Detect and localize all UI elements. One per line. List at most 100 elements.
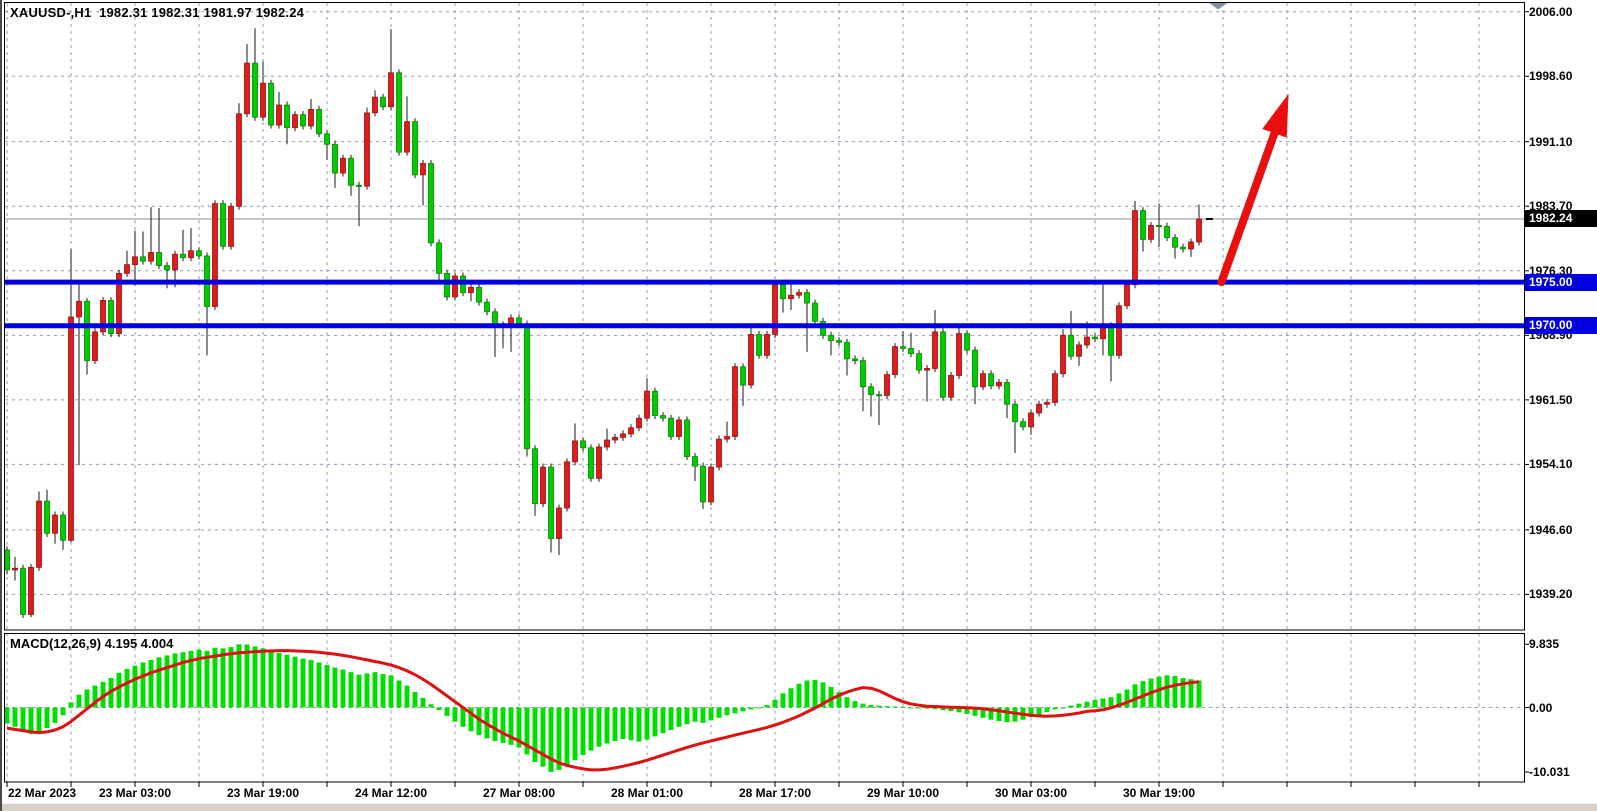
candle — [532, 448, 538, 505]
macd-histogram-bar — [444, 707, 450, 716]
macd-histogram-bar — [748, 707, 754, 710]
macd-histogram-bar — [1100, 698, 1106, 708]
macd-histogram-bar — [612, 707, 618, 741]
macd-histogram-bar — [132, 665, 138, 708]
candle — [132, 256, 138, 266]
candle — [948, 375, 954, 398]
candle — [172, 253, 178, 271]
macd-histogram-bar — [348, 672, 354, 708]
macd-histogram-bar — [916, 707, 922, 709]
macd-histogram-bar — [300, 658, 306, 708]
macd-signal-line — [6, 649, 1200, 772]
candle — [828, 334, 834, 341]
macd-histogram-bar — [884, 706, 890, 708]
trend-arrow-shaft[interactable] — [1217, 123, 1281, 287]
candle — [84, 300, 90, 362]
candle — [484, 301, 490, 313]
macd-histogram-bar — [1132, 684, 1138, 708]
candle — [1156, 225, 1162, 228]
candle — [692, 456, 698, 467]
candle — [124, 264, 130, 274]
candle — [1180, 246, 1186, 250]
candle — [772, 284, 778, 335]
candle — [44, 500, 50, 534]
macd-histogram-bar — [972, 707, 978, 716]
candle — [380, 96, 386, 108]
candle — [108, 300, 114, 334]
macd-histogram-bar — [636, 707, 642, 742]
macd-histogram-bar — [1172, 675, 1178, 708]
candle — [1052, 373, 1058, 403]
macd-histogram-bar — [1068, 705, 1074, 708]
candle — [236, 113, 242, 207]
macd-histogram-bar — [364, 673, 370, 708]
candle — [668, 417, 674, 437]
macd-histogram-bar — [1084, 701, 1090, 708]
last-close-tick — [1206, 217, 1213, 220]
candle — [652, 390, 658, 416]
trend-arrow-head[interactable] — [1262, 93, 1289, 138]
candle — [68, 316, 74, 541]
candle — [804, 292, 810, 304]
macd-histogram-bar — [860, 703, 866, 708]
price-axis[interactable] — [1525, 3, 1597, 783]
macd-histogram-bar — [588, 707, 594, 751]
candle — [964, 333, 970, 351]
macd-pane[interactable] — [5, 634, 1524, 782]
macd-histogram-bar — [956, 707, 962, 713]
main-chart-pane[interactable] — [5, 3, 1524, 630]
macd-histogram-bar — [412, 692, 418, 708]
candle — [852, 358, 858, 362]
macd-histogram-bar — [156, 657, 162, 708]
macd-histogram-bar — [1164, 675, 1170, 708]
candle — [276, 104, 282, 126]
macd-histogram-bar — [1180, 677, 1186, 708]
macd-histogram-bar — [892, 706, 898, 708]
time-axis[interactable] — [5, 783, 1524, 803]
candle — [20, 567, 26, 615]
macd-histogram-bar — [20, 707, 26, 731]
macd-histogram-bar — [100, 681, 106, 708]
candle — [812, 302, 818, 322]
macd-histogram-bar — [532, 707, 538, 763]
macd-histogram-bar — [524, 707, 530, 755]
candle — [548, 466, 554, 539]
candle — [1036, 403, 1042, 414]
macd-histogram-bar — [516, 707, 522, 748]
candle — [100, 300, 106, 333]
macd-histogram-bar — [596, 707, 602, 747]
macd-histogram-bar — [980, 707, 986, 718]
macd-histogram-bar — [836, 692, 842, 708]
scroll-to-end-marker[interactable] — [1209, 3, 1228, 10]
macd-histogram-bar — [84, 689, 90, 708]
candle — [468, 286, 474, 293]
macd-histogram-bar — [308, 659, 314, 708]
macd-histogram-bar — [116, 672, 122, 708]
macd-histogram-bar — [372, 672, 378, 708]
candle — [820, 320, 826, 336]
candle — [940, 331, 946, 398]
macd-histogram-bar — [732, 707, 738, 714]
macd-histogram-bar — [236, 644, 242, 708]
macd-histogram-bar — [812, 679, 818, 708]
macd-histogram-bar — [188, 650, 194, 708]
macd-histogram-bar — [324, 665, 330, 708]
macd-histogram-bar — [172, 653, 178, 708]
macd-histogram-bar — [540, 707, 546, 767]
candle — [252, 62, 258, 118]
candle — [708, 466, 714, 503]
macd-histogram-bar — [292, 656, 298, 708]
candle — [1012, 403, 1018, 423]
macd-histogram-bar — [332, 667, 338, 708]
macd-histogram-bar — [1044, 707, 1050, 713]
candle — [780, 284, 786, 300]
candle — [332, 143, 338, 174]
macd-histogram-bar — [908, 707, 914, 709]
macd-histogram-bar — [676, 707, 682, 727]
macd-histogram-bar — [36, 707, 42, 732]
macd-histogram-bar — [1196, 680, 1202, 708]
candle — [932, 331, 938, 369]
candle — [644, 390, 650, 419]
